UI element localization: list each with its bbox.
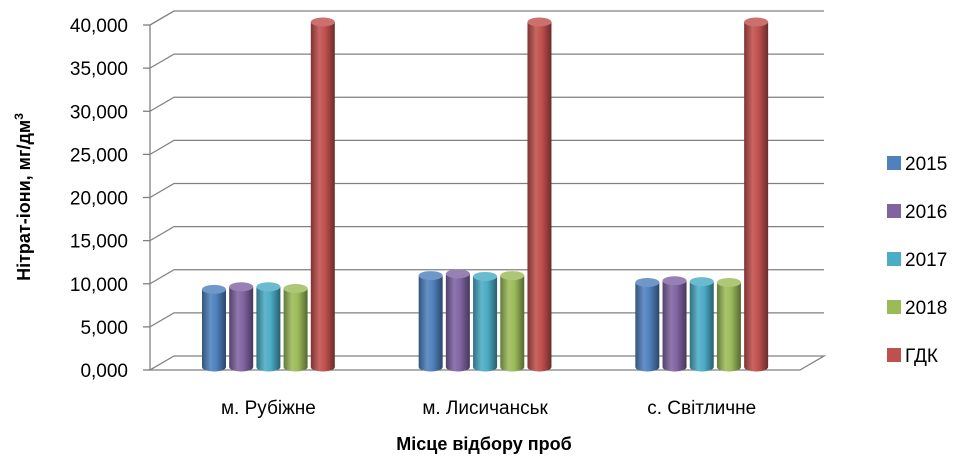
bar-top — [473, 271, 498, 281]
bar-top — [256, 282, 281, 292]
bar — [473, 271, 498, 372]
legend-item: ГДК — [887, 346, 938, 367]
x-category-label: м. Лисичанськ — [422, 398, 548, 419]
bar-top — [229, 282, 254, 292]
bar — [662, 276, 687, 372]
bar-body — [445, 273, 470, 372]
gridline — [149, 182, 824, 199]
bars — [202, 17, 769, 372]
gridline — [149, 10, 824, 26]
legend-label: ГДК — [905, 346, 938, 367]
bar-top — [445, 269, 470, 279]
bar — [744, 17, 769, 372]
legend-label: 2015 — [905, 154, 947, 175]
gridline — [149, 139, 824, 155]
bar-body — [662, 280, 687, 372]
y-tick-label: 35,000 — [70, 59, 128, 80]
gridline — [149, 53, 824, 69]
bar-body — [744, 22, 769, 372]
y-axis-title-main: Нітрат-іони, мг/дм — [14, 120, 34, 281]
bar-body — [310, 22, 335, 372]
legend-swatch — [887, 156, 901, 170]
bar-top — [310, 17, 335, 27]
gridline — [149, 225, 824, 242]
bar — [283, 284, 308, 372]
bar-top — [635, 277, 660, 287]
y-tick-label: 10,000 — [70, 275, 128, 296]
bar-top — [716, 277, 741, 287]
y-tick-labels: 0,000 5,000 10,000 15,000 20,000 25,000 30,000… — [70, 16, 150, 382]
bar-body — [256, 286, 281, 372]
legend-label: 2017 — [905, 250, 947, 271]
legend-item: 2018 — [887, 298, 947, 319]
bar — [500, 271, 525, 372]
bar — [527, 17, 552, 372]
bar-top — [689, 277, 714, 287]
bar-body — [229, 286, 254, 372]
bar-body — [635, 282, 660, 372]
y-tick-label: 25,000 — [70, 145, 128, 166]
y-axis-title: Нітрат-іони, мг/дм3 — [12, 113, 34, 281]
bar — [689, 277, 714, 372]
legend-label: 2018 — [905, 298, 947, 319]
legend-label: 2016 — [905, 202, 947, 223]
bar — [716, 277, 741, 372]
legend-swatch — [887, 204, 901, 218]
bar-body — [689, 281, 714, 372]
gridline — [149, 312, 824, 328]
bar-top — [744, 17, 769, 27]
legend-swatch — [887, 300, 901, 314]
legend-item: 2015 — [887, 154, 947, 175]
legend-item: 2016 — [887, 202, 947, 223]
bar-body — [527, 22, 552, 372]
gridline — [149, 269, 824, 285]
y-tick-label: 40,000 — [70, 16, 128, 37]
bar — [445, 269, 470, 372]
legend-item: 2017 — [887, 250, 947, 271]
y-tick-label: 5,000 — [80, 318, 128, 339]
bar-body — [418, 275, 443, 372]
bar — [310, 17, 335, 372]
y-tick-label: 20,000 — [70, 189, 128, 210]
y-tick-label: 0,000 — [80, 361, 128, 382]
x-category-label: м. Рубіжне — [221, 398, 316, 419]
bar-body — [283, 288, 308, 372]
bar-body — [716, 282, 741, 372]
floor — [147, 355, 827, 371]
bar-body — [473, 276, 498, 372]
bar-top — [662, 276, 687, 286]
x-axis-title: Місце відбору проб — [396, 434, 571, 454]
y-axis-title-superscript: 3 — [12, 113, 26, 120]
bar-top — [500, 271, 525, 281]
bar-top — [283, 284, 308, 294]
x-category-label: с. Світличне — [647, 398, 756, 419]
legend-swatch — [887, 252, 901, 266]
bar-body — [500, 275, 525, 372]
y-tick-label: 15,000 — [70, 232, 128, 253]
bar-body — [202, 289, 226, 372]
gridline — [149, 96, 824, 112]
gridlines — [149, 10, 824, 328]
bar — [202, 284, 226, 372]
bar — [256, 282, 281, 372]
bar-top — [202, 284, 226, 294]
bar — [418, 271, 443, 372]
bar — [635, 277, 660, 372]
bar-top — [418, 271, 443, 281]
x-category-labels: м. Рубіжне м. Лисичанськ с. Світличне — [221, 398, 756, 419]
legend: 2015 2016 2017 2018 ГДК — [887, 154, 947, 367]
y-tick-label: 30,000 — [70, 102, 128, 123]
bar — [229, 282, 254, 372]
bar-top — [527, 17, 552, 27]
legend-swatch — [887, 348, 901, 362]
